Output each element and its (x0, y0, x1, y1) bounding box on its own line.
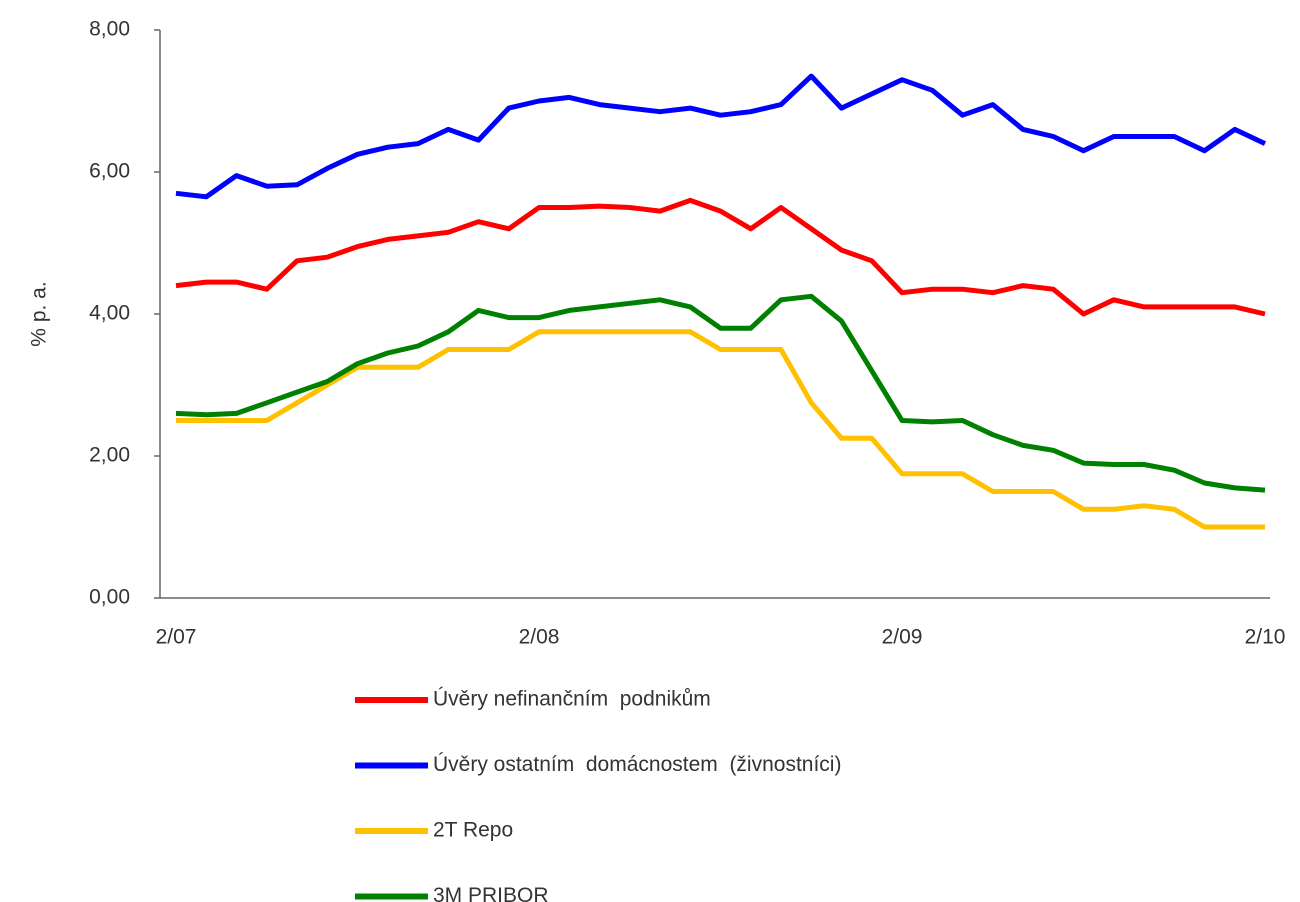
y-axis-label: % p. a. (28, 281, 51, 346)
y-tick-label: 0,00 (89, 586, 130, 609)
legend-label: Úvěry nefinančním podnikům (433, 688, 711, 711)
series-line (175, 73, 1267, 200)
series-line (175, 293, 1266, 493)
series-line (176, 329, 1265, 530)
legend-label: 3M PRIBOR (433, 884, 549, 902)
y-tick-label: 2,00 (89, 444, 130, 467)
series-line (175, 197, 1266, 317)
x-tick-label: 2/07 (156, 626, 197, 649)
y-tick-label: 4,00 (89, 302, 130, 325)
y-tick-label: 8,00 (89, 18, 130, 41)
x-tick-label: 2/09 (882, 626, 923, 649)
y-tick-label: 6,00 (89, 160, 130, 183)
x-tick-label: 2/08 (519, 626, 560, 649)
x-tick-label: 2/10 (1245, 626, 1286, 649)
legend-label: 2T Repo (433, 819, 513, 842)
legend-label: Úvěry ostatním domácnostem (živnostníci) (433, 753, 841, 776)
